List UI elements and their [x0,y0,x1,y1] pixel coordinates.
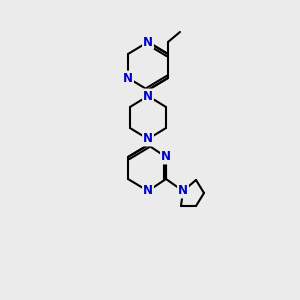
Text: N: N [161,151,171,164]
Text: N: N [123,71,133,85]
Text: N: N [143,133,153,146]
Text: N: N [143,89,153,103]
Text: N: N [143,184,153,197]
Text: N: N [143,35,153,49]
Text: N: N [178,184,188,197]
